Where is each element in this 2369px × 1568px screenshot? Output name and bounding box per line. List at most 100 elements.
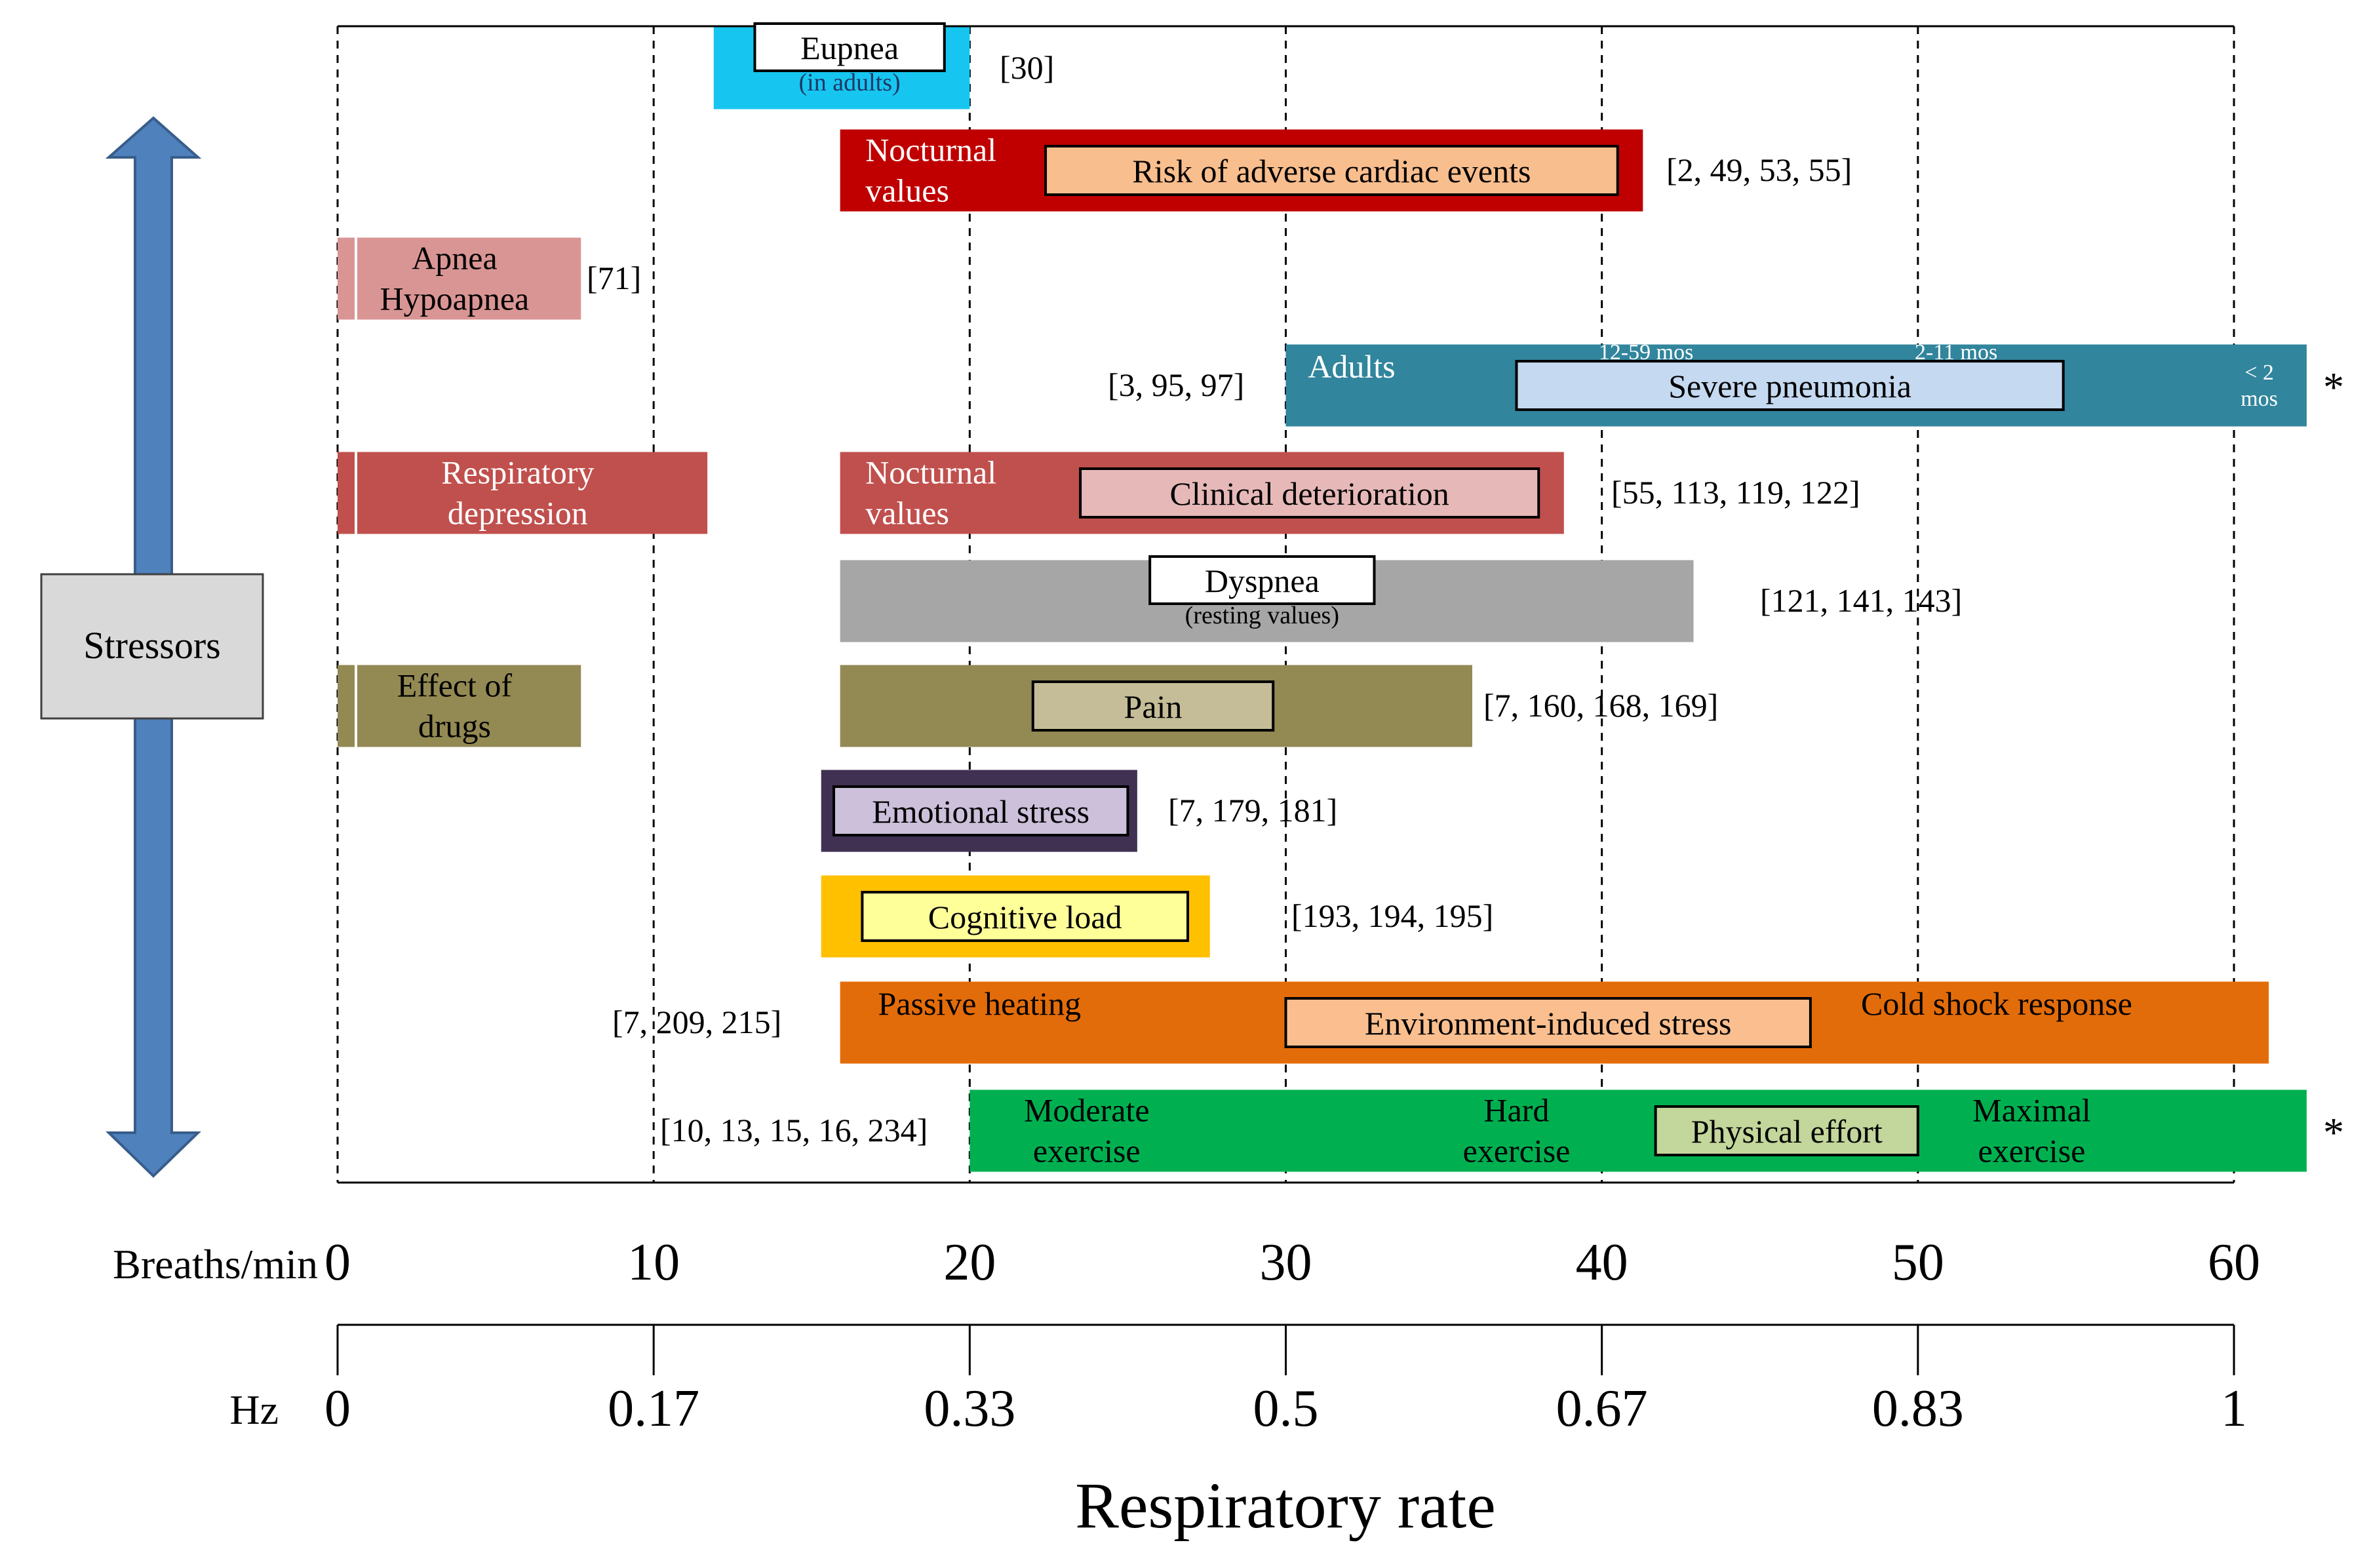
breaths-tick-label: 0 [324,1234,351,1291]
bar-label-pneumonia: Adults [1308,348,1395,385]
hz-tick-labels: 0 0.17 0.33 0.5 0.67 0.83 1 [324,1380,2247,1438]
stressors-label: Stressors [83,624,220,667]
breaths-tick-label: 60 [2208,1234,2260,1291]
reference-dyspnea: [121, 141, 143] [1760,582,1962,619]
inner-box-cognitive [861,891,1190,942]
bar-label-cardiac: values [865,172,949,209]
reference-clinical: [55, 113, 119, 122] [1611,474,1860,511]
bar-label-apnea: Hypoapnea [380,281,530,317]
row-cardiac: Risk of adverse cardiac events Nocturnal v… [840,129,1852,212]
row-emotional: Emotional stress [7, 179, 181] [821,770,1337,852]
bar-label-clinical: Nocturnal [865,454,996,491]
hz-tick-label: 0.67 [1556,1380,1648,1438]
reference-cognitive: [193, 194, 195] [1291,897,1493,934]
breaths-tick-label: 20 [943,1234,996,1291]
inner-box-pneumonia [1515,360,2065,411]
reference-exercise: [10, 13, 15, 16, 234] [660,1112,928,1148]
bar-label-pneumonia: 2-11 mos [1915,340,1997,364]
bar-segment-pain [338,665,581,747]
bar-label-cardiac: Nocturnal [865,132,996,168]
reference-heat: [7, 209, 215] [612,1004,781,1040]
breaths-axis-label: Breaths/min [113,1241,318,1287]
bar-label-exercise: exercise [1463,1133,1571,1169]
bar-label-heat: Cold shock response [1861,985,2132,1022]
bar-label-pneumonia: 12-59 mos [1599,340,1694,364]
bar-label-exercise: Moderate [1024,1092,1150,1129]
row-apnea: Apnea Hypoapnea [71] [338,237,641,320]
bar-label-heat: Passive heating [878,985,1082,1022]
row-dyspnea: Dyspnea (resting values) [121, 141, 143] [840,555,1962,642]
inner-box-label-eupnea: Eupnea [800,29,899,66]
inner-box-label-heat: Environment-induced stress [1365,1005,1732,1042]
reference-eupnea: [30] [1000,49,1054,86]
hz-tick-marks [336,1325,2235,1375]
inner-box-clinical [1079,467,1540,519]
inner-box-exercise [1654,1105,1919,1156]
bar-segment-apnea [338,237,581,320]
reference-emotional: [7, 179, 181] [1168,792,1337,829]
breaths-tick-label: 30 [1260,1234,1312,1291]
hz-tick-label: 0.17 [608,1380,699,1438]
bar-segment-exercise [969,1089,2307,1172]
bar-label-pain: Effect of [397,667,513,704]
row-exercise: Physical effort Moderate exercise Hard exerc… [660,1089,2344,1172]
inner-box-label-clinical: Clinical deterioration [1170,475,1449,512]
breaths-tick-labels: 0 10 20 30 40 50 60 [324,1234,2260,1291]
breaths-tick-label: 40 [1576,1234,1628,1291]
hz-tick-label: 0 [324,1380,351,1438]
inner-box-label-cognitive: Cognitive load [928,899,1122,935]
inner-box-emotional [832,785,1129,836]
bar-label-clinical: depression [448,495,588,532]
breaths-tick-label: 10 [627,1234,680,1291]
bar-label-exercise: exercise [1978,1133,2086,1169]
hz-tick-label: 0.83 [1872,1380,1964,1438]
row-pneumonia: Severe pneumonia Adults 12-59 mos 2-11 mos <… [1108,340,2344,427]
asterisk-pneumonia: * [2323,364,2344,410]
bar-segment-clinical [338,452,708,534]
breaths-axis: Breaths/min 0 10 20 30 40 50 60 [113,1234,2260,1291]
hz-axis: Hz 0 0.17 0.33 0.5 0.67 0.83 1 [229,1323,2247,1438]
row-heat: Environment-induced stress Passive heatin… [612,981,2269,1064]
hz-tick-label: 0.33 [924,1380,1015,1438]
stressors-arrow: Stressors [40,116,264,1178]
stressors-box [40,573,264,720]
x-axis-title: Respiratory rate [1075,1469,1495,1542]
bar-label-pneumonia: mos [2241,387,2278,411]
bar-label-apnea: Apnea [412,240,498,277]
inner-box-label-dyspnea: Dyspnea [1205,562,1320,599]
reference-cardiac: [2, 49, 53, 55] [1666,151,1852,188]
reference-pain: [7, 160, 168, 169] [1483,687,1718,724]
inner-box-dyspnea [1148,555,1376,605]
inner-box-label-exercise: Physical effort [1691,1113,1883,1150]
hz-tick-label: 1 [2221,1380,2247,1438]
inner-box-cardiac [1044,145,1619,196]
breaths-tick-label: 50 [1892,1234,1944,1291]
row-pain: Pain Effect of drugs [7, 160, 168, 169] [338,665,1718,747]
bar-label-clinical: Respiratory [441,454,594,491]
inner-box-pain [1031,680,1275,732]
bar-label-pneumonia: < 2 [2244,361,2274,385]
row-eupnea: Eupnea (in adults) [30] [713,22,1054,109]
inner-box-label-emotional: Emotional stress [872,793,1089,830]
inner-box-label-pneumonia: Severe pneumonia [1668,368,1911,404]
inner-box-label-cardiac: Risk of adverse cardiac events [1132,153,1531,189]
bar-label-exercise: Maximal [1972,1092,2091,1129]
bar-label-exercise: Hard [1484,1092,1550,1129]
reference-pneumonia: [3, 95, 97] [1108,366,1244,403]
inner-box-heat [1284,997,1812,1048]
inner-box-sublabel-dyspnea: (resting values) [1185,602,1339,629]
inner-box-sublabel-eupnea: (in adults) [799,69,901,96]
bar-label-exercise: exercise [1033,1133,1141,1169]
range-bars: Eupnea (in adults) [30] Risk of adverse car… [338,22,2344,1172]
inner-box-label-pain: Pain [1124,688,1183,725]
row-cognitive: Cognitive load [193, 194, 195] [821,875,1493,958]
asterisk-exercise: * [2323,1109,2344,1156]
row-clinical: Clinical deterioration Respiratory depress… [338,452,1860,534]
reference-apnea: [71] [587,260,641,296]
hz-axis-label: Hz [229,1386,279,1433]
bar-label-pain: drugs [418,708,491,745]
hz-tick-label: 0.5 [1253,1380,1319,1438]
bar-label-clinical: values [865,495,949,532]
